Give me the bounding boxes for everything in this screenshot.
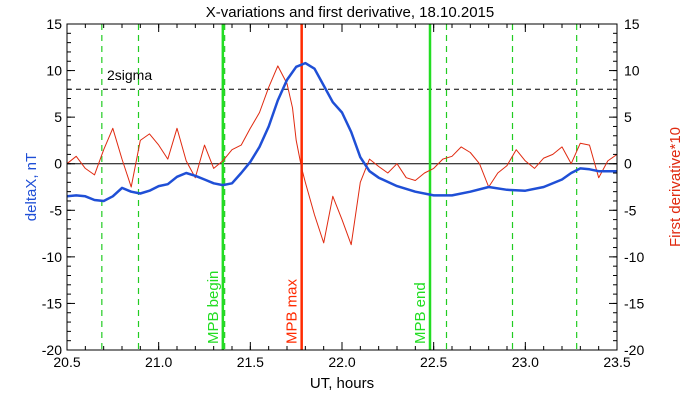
marker-label-begin: MPB begin xyxy=(205,271,222,344)
y-tick-label-left: -5 xyxy=(50,202,63,218)
x-axis-label: UT, hours xyxy=(310,375,374,392)
y-tick-label-right: 10 xyxy=(624,63,640,79)
y-tick-label-right: -15 xyxy=(624,295,644,311)
y-tick-label-left: -20 xyxy=(42,342,62,358)
y-tick-label-left: 10 xyxy=(46,63,62,79)
x-tick-label: 23.5 xyxy=(603,354,630,370)
y-axis-right-label: First derivative*10 xyxy=(667,127,684,247)
y-tick-label-left: -10 xyxy=(42,249,62,265)
y-tick-label-right: -20 xyxy=(624,342,644,358)
y-tick-label-left: 0 xyxy=(54,156,62,172)
y-tick-label-left: 5 xyxy=(54,109,62,125)
chart-title: X-variations and first derivative, 18.10… xyxy=(206,4,495,21)
y-tick-label-right: 15 xyxy=(624,16,640,32)
y-tick-label-left: 15 xyxy=(46,16,62,32)
x-tick-label: 23.0 xyxy=(512,354,539,370)
y-tick-label-right: 5 xyxy=(624,109,632,125)
y-tick-label-left: -15 xyxy=(42,295,62,311)
series-deltax-line xyxy=(67,61,617,203)
x-tick-label: 22.0 xyxy=(328,354,355,370)
threshold-label: 2sigma xyxy=(107,67,152,83)
x-tick-label: 20.5 xyxy=(53,354,80,370)
x-tick-label: 22.5 xyxy=(420,354,447,370)
y-tick-label-right: 0 xyxy=(624,156,632,172)
y-tick-label-right: -5 xyxy=(624,202,637,218)
series-derivative-line xyxy=(67,65,617,246)
x-tick-label: 21.0 xyxy=(145,354,172,370)
y-tick-label-right: -10 xyxy=(624,249,644,265)
x-tick-label: 21.5 xyxy=(237,354,264,370)
marker-label-max: MPB max xyxy=(284,278,301,344)
marker-label-end: MPB end xyxy=(412,282,429,344)
y-axis-left-label: deltaX, nT xyxy=(23,153,40,221)
